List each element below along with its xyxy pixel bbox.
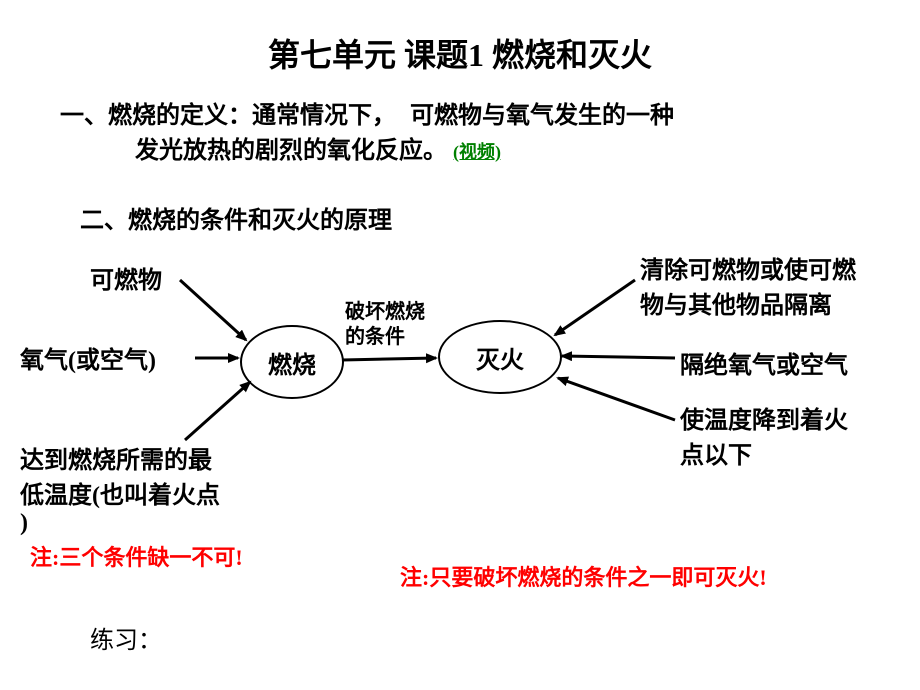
- arrow-right-2: [562, 356, 675, 358]
- arrow-left-3: [185, 382, 250, 440]
- note-right: 注:只要破坏燃烧的条件之一即可灭火!: [400, 560, 767, 592]
- note-left: 注:三个条件缺一不可!: [30, 540, 243, 572]
- arrow-right-3: [558, 378, 675, 420]
- arrow-center: [342, 358, 436, 360]
- arrow-right-1: [555, 280, 635, 335]
- arrow-left-1: [180, 280, 246, 340]
- practice-label: 练习：: [90, 620, 162, 655]
